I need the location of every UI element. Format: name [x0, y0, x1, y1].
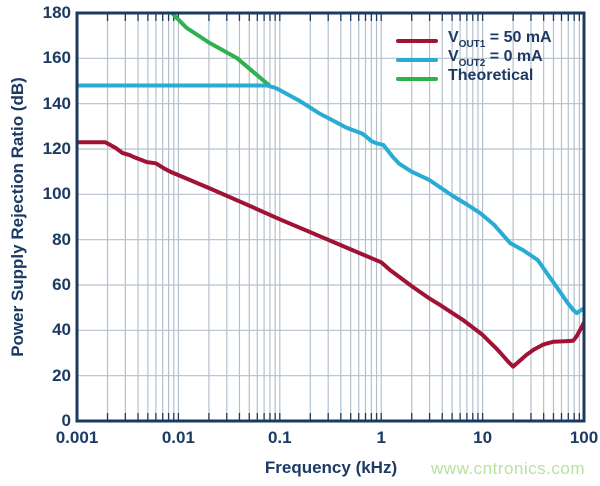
y-tick-label: 80	[52, 229, 71, 249]
legend-swatch-theoretical-line	[396, 76, 438, 81]
legend-label-vout2: VOUT2 = 0 mA	[448, 47, 543, 72]
y-tick-label: 180	[42, 3, 71, 22]
legend-label-vout2-sub: OUT2	[458, 58, 486, 70]
legend-label-vout2-rest: = 0 mA	[485, 47, 543, 65]
legend-label-vout1: VOUT1 = 50 mA	[448, 28, 552, 53]
x-axis-title: Frequency (kHz)	[264, 458, 398, 477]
x-tick-label: 0.001	[55, 428, 99, 447]
y-tick-label: 100	[42, 184, 71, 204]
y-tick-label: 20	[52, 365, 71, 385]
x-tick-label: 0.1	[267, 428, 292, 447]
legend-label-vout1-sub: OUT1	[458, 39, 486, 51]
legend: VOUT1 = 50 mA VOUT2 = 0 mA Theoretical	[396, 28, 552, 91]
legend-label-vout2-prefix: V	[448, 47, 459, 65]
legend-label-theoretical-prefix: Theoretical	[448, 66, 534, 84]
y-tick-label: 140	[42, 93, 71, 113]
y-tick-label: 0	[61, 411, 71, 430]
legend-label-vout1-prefix: V	[448, 28, 459, 46]
y-axis-title: Power Supply Rejection Ratio (dB)	[8, 77, 27, 357]
watermark-text: www.cntronics.com	[431, 459, 585, 478]
series-line-0	[77, 140, 584, 369]
legend-item-vout2: VOUT2 = 0 mA	[396, 47, 552, 72]
series-line-1	[77, 83, 584, 316]
y-tick-label: 60	[52, 275, 71, 294]
legend-label-vout1-rest: = 50 mA	[485, 28, 552, 46]
x-tick-label: 1	[376, 428, 386, 447]
y-tick-label: 40	[52, 320, 71, 340]
series-line-2	[169, 13, 271, 88]
y-tick-label: 160	[42, 48, 71, 68]
x-tick-label: 10	[473, 428, 493, 447]
legend-label-theoretical: Theoretical	[448, 66, 533, 91]
legend-item-vout1: VOUT1 = 50 mA	[396, 28, 552, 53]
x-tick-label: 100	[569, 428, 599, 447]
legend-swatch-vout2-line	[396, 57, 438, 62]
y-tick-label: 120	[42, 139, 71, 158]
legend-item-theoretical: Theoretical	[396, 66, 552, 91]
x-tick-label: 0.01	[161, 428, 195, 447]
legend-swatch-vout1-line	[396, 38, 438, 43]
